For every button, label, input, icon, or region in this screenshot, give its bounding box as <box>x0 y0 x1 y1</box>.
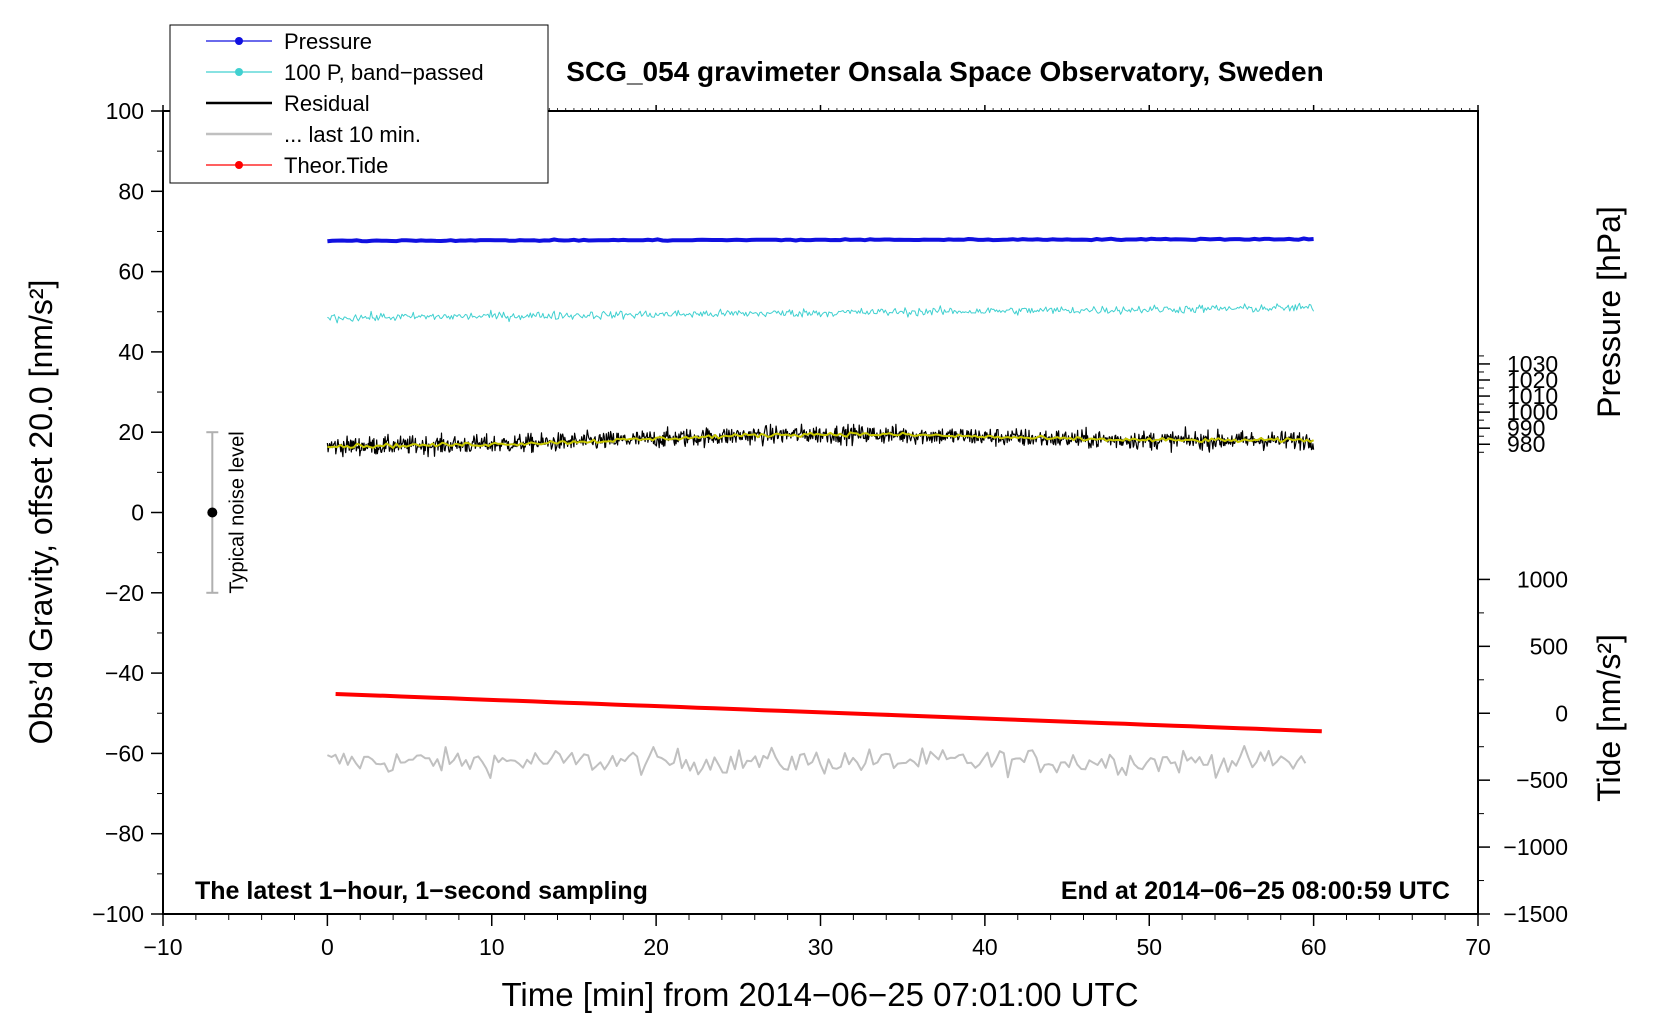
pressure-tick-label: 980 <box>1507 431 1545 457</box>
legend-label: Pressure <box>284 29 372 54</box>
x-tick-label: 40 <box>972 934 998 960</box>
legend-marker <box>235 37 243 45</box>
y-axis-label-tide: Tide [nm/s²] <box>1591 634 1627 802</box>
tide-tick-label: −1500 <box>1503 901 1568 927</box>
y-axis-label-left: Obs’d Gravity, offset 20.0 [nm/s²] <box>23 280 59 745</box>
series-layer <box>326 236 1322 779</box>
x-tick-label: 0 <box>321 934 334 960</box>
x-tick-label: 10 <box>479 934 505 960</box>
y-tick-label: −100 <box>92 901 144 927</box>
legend-label: Theor.Tide <box>284 153 388 178</box>
axis-ticks: −10 0 10 20 30 40 50 60 70−100−80−60−40−20020406… <box>92 98 1568 960</box>
x-axis-label: Time [min] from 2014−06−25 07:01:00 UTC <box>501 976 1138 1013</box>
y-tick-label: 20 <box>118 419 144 445</box>
series-theor-tide <box>335 692 1322 734</box>
chart-title: SCG_054 gravimeter Onsala Space Observat… <box>566 56 1323 87</box>
series-last-10-min <box>326 745 1307 779</box>
y-tick-label: −40 <box>105 660 144 686</box>
y-tick-label: −60 <box>105 740 144 766</box>
y-tick-label: 40 <box>118 339 144 365</box>
tide-tick-label: −500 <box>1516 767 1568 793</box>
x-tick-label: 30 <box>808 934 834 960</box>
series-pressure <box>327 236 1314 244</box>
legend-marker <box>235 161 243 169</box>
tide-tick-label: 500 <box>1530 633 1568 659</box>
x-tick-label: 20 <box>643 934 669 960</box>
noise-bar-label: Typical noise level <box>226 431 248 593</box>
x-tick-label: 60 <box>1301 934 1327 960</box>
pressure-tick-label: 1000 <box>1507 399 1558 425</box>
y-tick-label: 0 <box>131 500 144 526</box>
legend-label: ... last 10 min. <box>284 122 421 147</box>
tide-tick-label: 1000 <box>1517 566 1568 592</box>
legend: Pressure 100 P, band−passed Residual ... la… <box>169 24 549 184</box>
x-tick-label: −10 <box>143 934 182 960</box>
annotation-sampling: The latest 1−hour, 1−second sampling <box>195 877 648 905</box>
y-tick-label: −80 <box>105 821 144 847</box>
pressure-tick-label: 1020 <box>1507 367 1558 393</box>
x-tick-label: 50 <box>1136 934 1162 960</box>
legend-label: 100 P, band−passed <box>284 60 484 85</box>
pressure-tick-label: 990 <box>1507 415 1545 441</box>
series-100p-bandpassed <box>327 302 1315 324</box>
pressure-tick-label: 1030 <box>1507 351 1558 377</box>
plot-frame <box>162 110 1479 915</box>
tide-tick-label: −1000 <box>1503 834 1568 860</box>
noise-bar-center <box>207 507 218 518</box>
series-residual-smoothed <box>327 431 1315 449</box>
x-tick-label: 70 <box>1465 934 1491 960</box>
y-tick-label: 80 <box>118 178 144 204</box>
y-tick-label: 100 <box>106 98 144 124</box>
noise-bar-group: Typical noise level <box>206 431 248 594</box>
y-tick-label: 60 <box>118 259 144 285</box>
y-axis-label-pressure: Pressure [hPa] <box>1591 206 1627 418</box>
y-tick-label: −20 <box>105 580 144 606</box>
pressure-tick-label: 1010 <box>1507 383 1558 409</box>
tide-tick-label: 0 <box>1555 700 1568 726</box>
legend-label: Residual <box>284 91 370 116</box>
legend-marker <box>235 68 243 76</box>
annotation-end-time: End at 2014−06−25 08:00:59 UTC <box>1061 877 1450 905</box>
